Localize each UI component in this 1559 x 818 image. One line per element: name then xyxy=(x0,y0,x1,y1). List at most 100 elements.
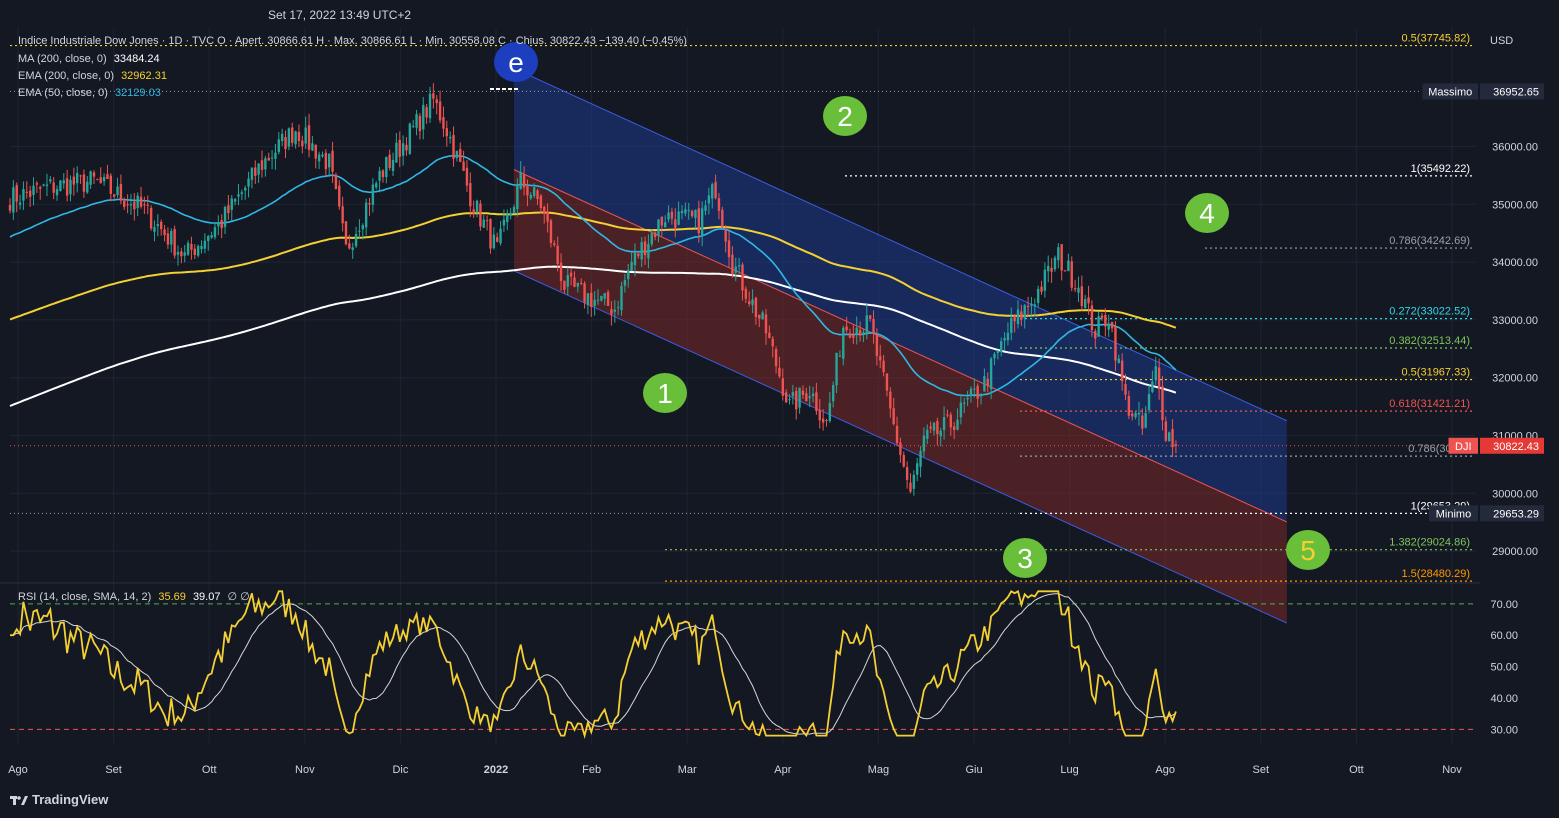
tradingview-logo[interactable]: TradingView xyxy=(10,792,108,807)
candle-body xyxy=(828,402,832,422)
candle-body xyxy=(1023,305,1026,319)
wave-label-badge xyxy=(1286,530,1330,570)
candle-body xyxy=(909,482,912,492)
rsi-tick-label: 30.00 xyxy=(1490,724,1518,736)
candle-body xyxy=(1171,428,1174,448)
candle-body xyxy=(610,309,613,315)
candle-body xyxy=(758,314,761,319)
candle-body xyxy=(1141,415,1144,429)
candle-body xyxy=(385,156,388,178)
candle-body xyxy=(311,143,314,151)
candle-body xyxy=(247,178,250,187)
candle-body xyxy=(808,396,811,399)
candle-body xyxy=(496,237,499,242)
candle-body xyxy=(711,184,714,199)
candle-body xyxy=(929,426,932,429)
candle-body xyxy=(422,104,425,130)
candle-body xyxy=(317,154,321,162)
candle-body xyxy=(52,182,55,193)
candle-body xyxy=(845,326,848,331)
candle-body xyxy=(553,243,556,246)
candle-body xyxy=(274,152,277,159)
price-axis[interactable]: 36000.00 35000.00 34000.00 33000.00 32000.00… xyxy=(1492,141,1538,558)
candle-body xyxy=(784,392,788,403)
rsi-sma-legend-value: 39.07 xyxy=(192,591,221,603)
candle-body xyxy=(549,220,553,243)
candle-body xyxy=(438,101,442,121)
candle-body xyxy=(1131,413,1134,417)
rsi-legend[interactable]: RSI (14, close, SMA, 14, 2) 35.69 39.07 … xyxy=(18,590,250,603)
candle-body xyxy=(240,192,244,194)
candle-body xyxy=(539,195,543,208)
rsi-legend-label: RSI (14, close, SMA, 14, 2) xyxy=(18,591,152,603)
candle-body xyxy=(633,251,637,266)
candle-body xyxy=(371,184,375,205)
candle-body xyxy=(1127,396,1131,416)
candle-body xyxy=(1164,421,1168,441)
candle-body xyxy=(126,204,129,206)
time-tick-label: Mar xyxy=(678,764,697,776)
candle-body xyxy=(1137,412,1141,415)
candle-body xyxy=(889,391,892,409)
time-tick-label: Set xyxy=(105,764,122,776)
candle-body xyxy=(15,185,18,202)
candle-body xyxy=(210,235,213,238)
candle-body xyxy=(99,177,102,184)
candle-body xyxy=(280,133,284,142)
ema200-legend-value: 32962.31 xyxy=(121,70,167,82)
candle-body xyxy=(832,385,835,402)
candle-body xyxy=(452,135,455,159)
candle-body xyxy=(213,227,217,238)
candle-body xyxy=(741,264,744,291)
candle-body xyxy=(200,245,203,250)
candle-body xyxy=(445,128,448,137)
candle-body xyxy=(129,204,133,206)
candle-body xyxy=(596,299,600,301)
candle-body xyxy=(868,315,872,319)
candle-body xyxy=(916,463,919,475)
candle-body xyxy=(297,131,301,142)
candle-body xyxy=(267,157,270,161)
candle-body xyxy=(1057,247,1060,261)
tradingview-logo-icon xyxy=(10,794,28,806)
channel-lower-zone xyxy=(514,169,1287,624)
candle-body xyxy=(136,195,139,208)
candle-body xyxy=(139,196,143,207)
time-axis[interactable]: Ago Set Ott Nov Dic 2022 Feb Mar Apr Mag Giu Lug Ago… xyxy=(8,764,1462,776)
fib-label: 0.272(33022.52) xyxy=(1389,306,1470,318)
candle-body xyxy=(522,174,526,188)
candle-body xyxy=(79,175,82,177)
time-tick-label: Ago xyxy=(1155,764,1175,776)
candle-body xyxy=(771,338,774,347)
candle-body xyxy=(375,183,378,188)
candle-body xyxy=(45,184,49,187)
time-tick-label: Ott xyxy=(1349,764,1364,776)
candle-body xyxy=(1134,412,1137,418)
candle-body xyxy=(116,186,119,195)
candle-body xyxy=(378,170,381,181)
ma200-legend[interactable]: MA (200, close, 0) 33484.24 xyxy=(18,53,160,65)
candle-body xyxy=(724,229,727,242)
candle-body xyxy=(754,297,758,317)
candle-body xyxy=(1100,315,1104,318)
wave-label-2: 2 xyxy=(823,96,867,136)
ema200-legend[interactable]: EMA (200, close, 0) 32962.31 xyxy=(18,70,167,82)
candle-body xyxy=(963,402,966,404)
candle-body xyxy=(49,179,52,182)
candle-body xyxy=(768,332,771,338)
ema50-legend[interactable]: EMA (50, close, 0) 32129.03 xyxy=(18,87,161,99)
price-tag-name: DJI xyxy=(1455,441,1472,453)
rsi-tick-label: 60.00 xyxy=(1490,630,1518,642)
candle-body xyxy=(237,194,240,197)
candle-body xyxy=(748,301,751,305)
candle-body xyxy=(1110,321,1114,329)
candle-body xyxy=(250,167,254,180)
candle-body xyxy=(304,127,307,144)
candle-body xyxy=(744,288,748,299)
price-tag-name-bg xyxy=(1429,505,1478,522)
channel-upper-zone xyxy=(514,68,1287,522)
candle-body xyxy=(1020,311,1023,320)
wave-label-e: e xyxy=(494,42,538,82)
candle-body xyxy=(959,402,963,418)
